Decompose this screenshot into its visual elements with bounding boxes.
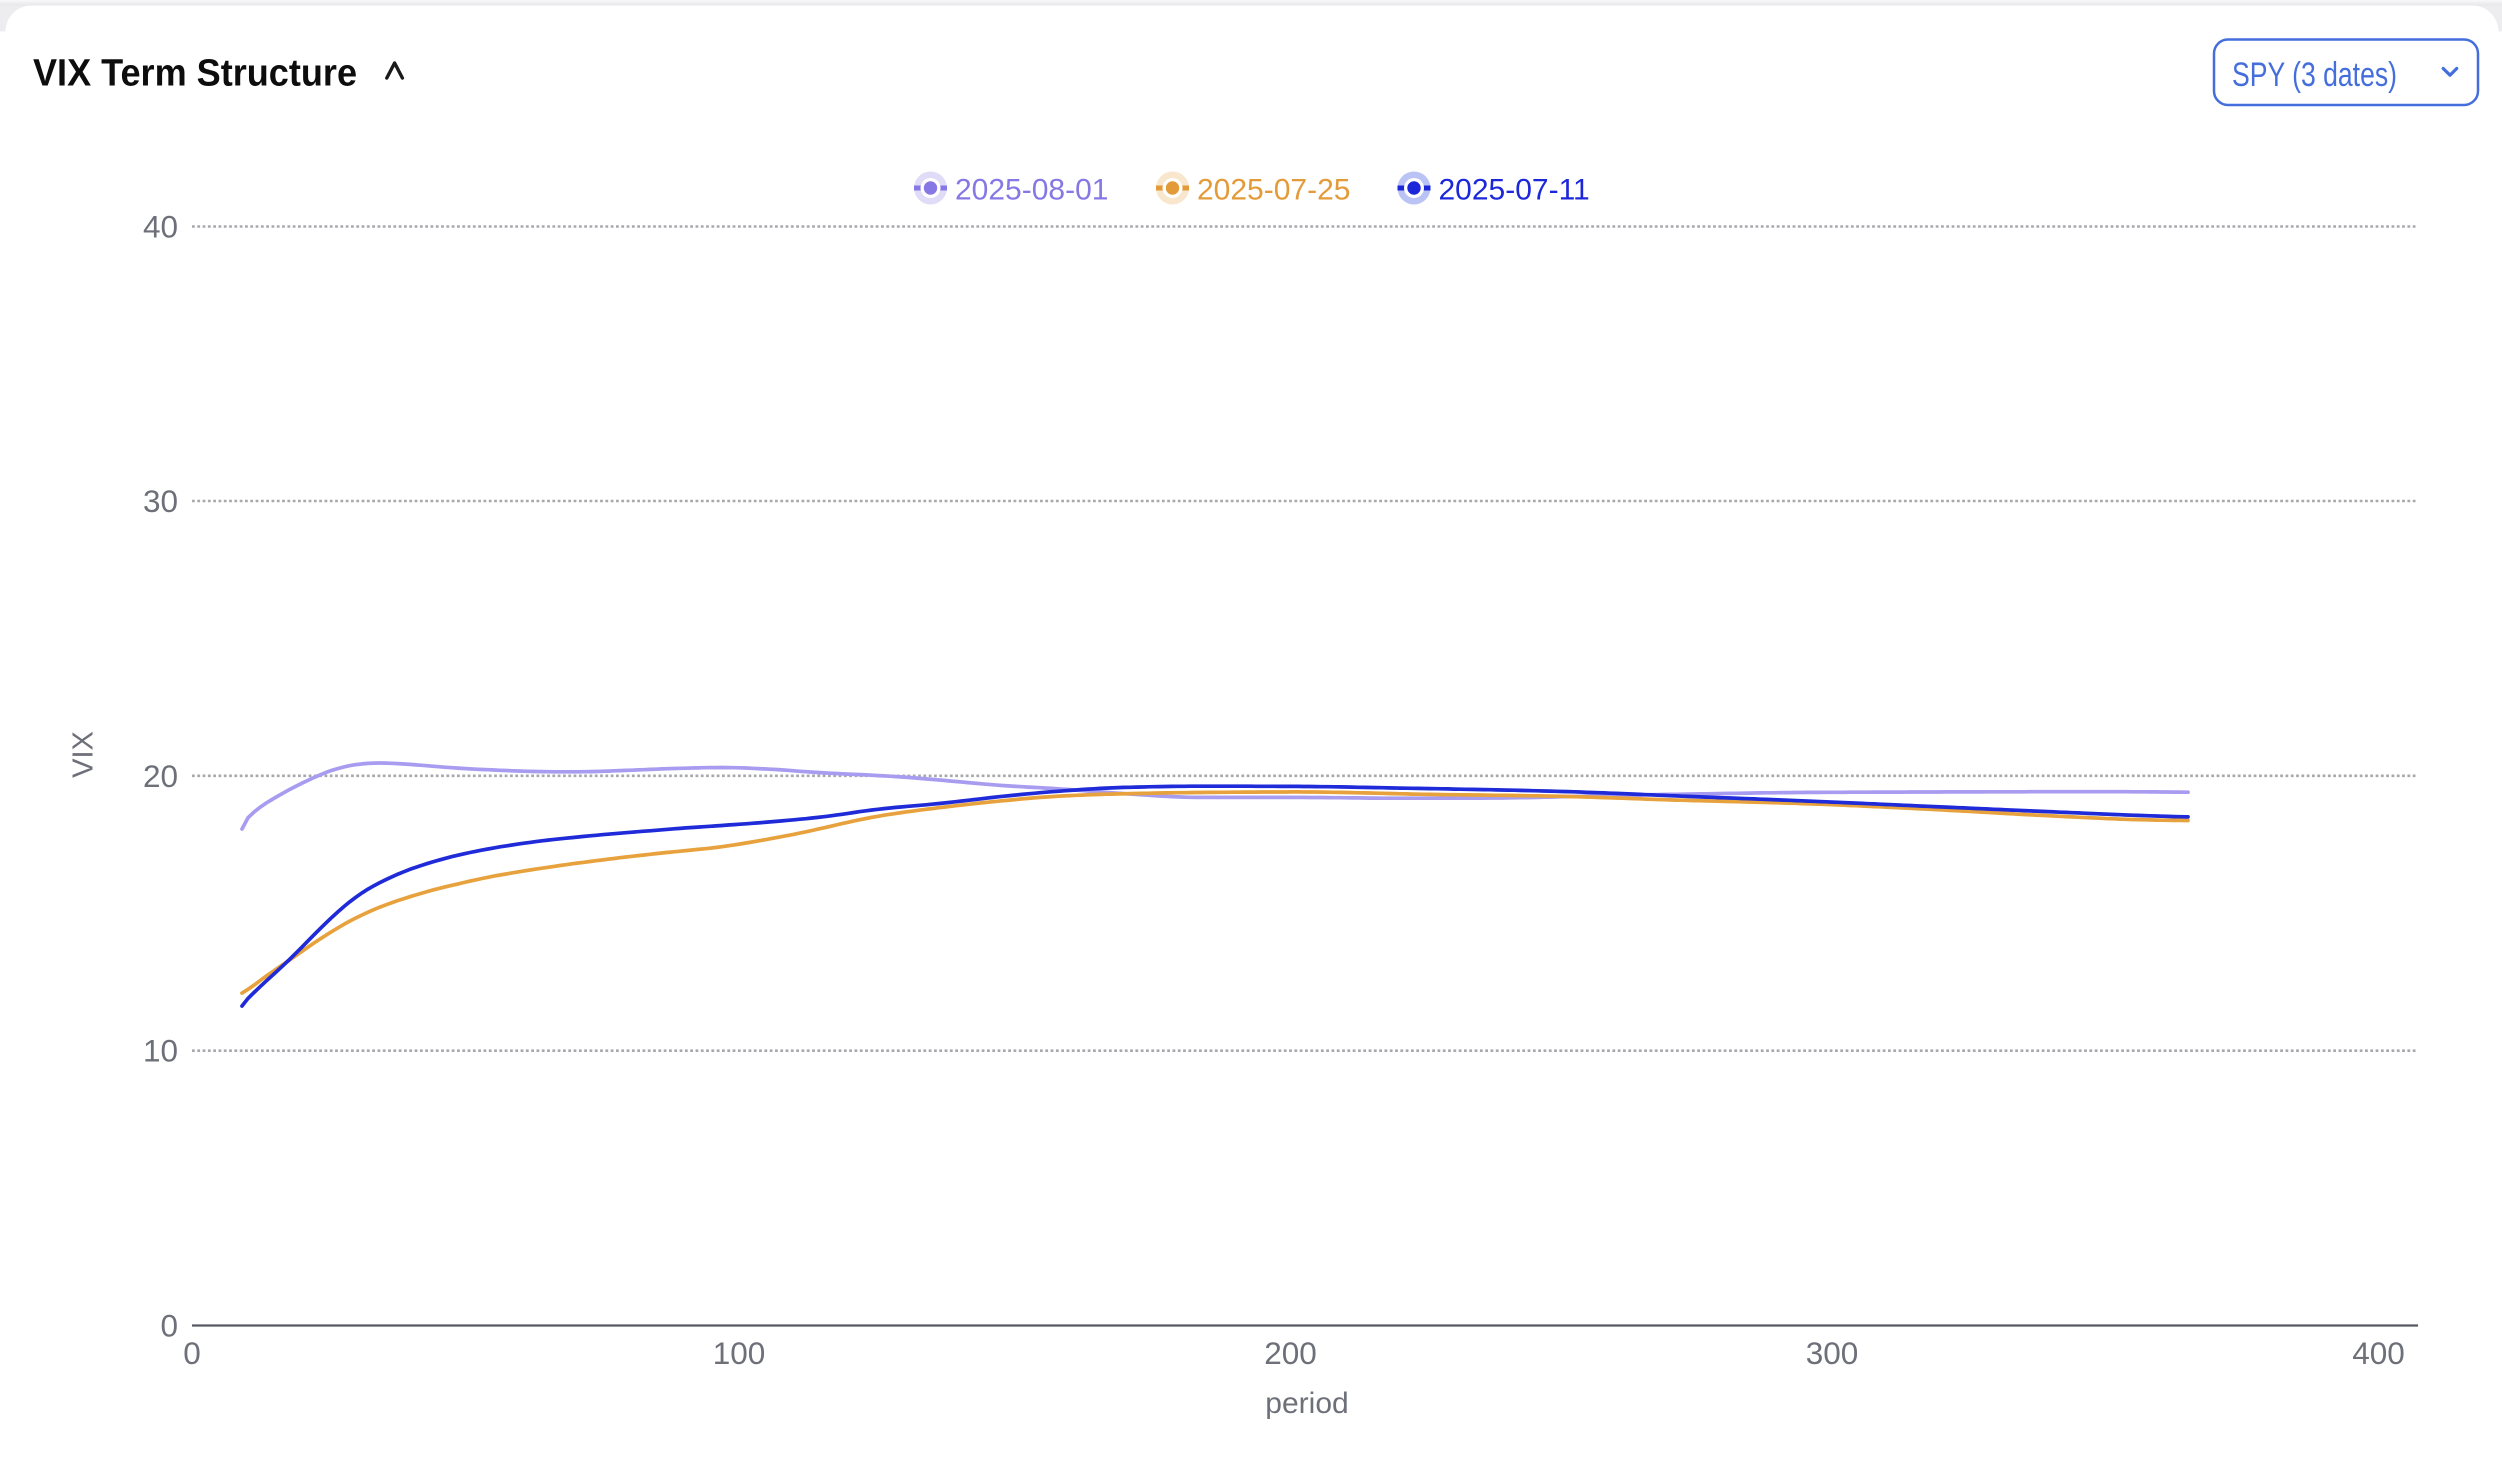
svg-text:period: period bbox=[1265, 1387, 1348, 1420]
svg-text:40: 40 bbox=[143, 209, 178, 245]
svg-text:10: 10 bbox=[143, 1033, 178, 1069]
svg-text:20: 20 bbox=[143, 758, 178, 794]
svg-text:VIX: VIX bbox=[68, 731, 100, 778]
svg-text:0: 0 bbox=[183, 1335, 201, 1371]
svg-text:300: 300 bbox=[1806, 1335, 1859, 1371]
svg-text:30: 30 bbox=[143, 483, 178, 519]
svg-text:2025-07-11: 2025-07-11 bbox=[1439, 174, 1590, 207]
svg-text:VIX Term Structure: VIX Term Structure bbox=[33, 53, 357, 95]
svg-text:2025-08-01: 2025-08-01 bbox=[955, 174, 1108, 207]
svg-text:0: 0 bbox=[160, 1308, 178, 1344]
svg-text:SPY (3 dates): SPY (3 dates) bbox=[2232, 56, 2397, 94]
svg-text:200: 200 bbox=[1264, 1335, 1317, 1371]
svg-text:2025-07-25: 2025-07-25 bbox=[1197, 174, 1350, 207]
svg-text:100: 100 bbox=[713, 1335, 766, 1371]
svg-text:400: 400 bbox=[2352, 1335, 2405, 1371]
